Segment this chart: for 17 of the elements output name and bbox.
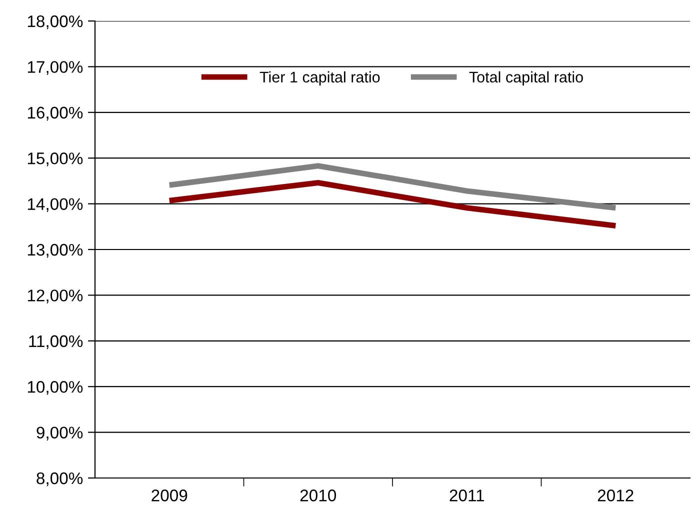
x-tick-label: 2012 (598, 490, 634, 502)
y-tick-label: 12,00% (28, 290, 83, 304)
legend-label: Tier 1 capital ratio (260, 71, 380, 86)
y-tick-label: 16,00% (28, 106, 83, 121)
y-tick-label: 18,00% (28, 15, 83, 30)
y-tick-label: 17,00% (28, 61, 83, 75)
y-tick-label: 15,00% (28, 152, 83, 166)
x-tick-label: 2010 (300, 490, 336, 502)
y-tick-label: 10,00% (28, 381, 83, 395)
legend-label: Total capital ratio (469, 71, 583, 86)
y-tick-label: 9,00% (36, 426, 83, 440)
y-tick-label: 11,00% (29, 335, 83, 350)
y-tick-label: 8,00% (36, 472, 83, 486)
x-tick-label: 2011 (450, 490, 484, 502)
y-tick-label: 14,00% (28, 198, 83, 212)
x-tick-label: 2009 (152, 490, 188, 502)
y-tick-label: 13,00% (28, 244, 83, 258)
